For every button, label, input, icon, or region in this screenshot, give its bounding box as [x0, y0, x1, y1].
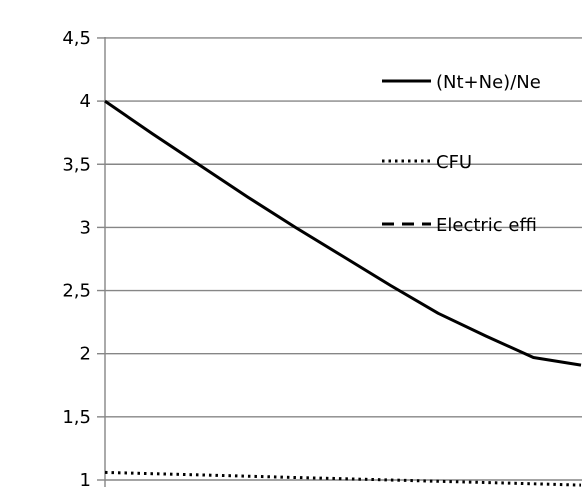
y-tick-label: 2,5	[62, 281, 91, 302]
y-tick-label: 3	[80, 217, 91, 238]
legend-label-1: (Nt+Ne)/Ne	[436, 72, 541, 93]
y-tick-label: 2	[80, 344, 91, 365]
axes	[97, 36, 106, 487]
y-tick-label: 1,5	[62, 407, 91, 428]
y-tick-label: 3,5	[62, 154, 91, 175]
legend-label-2: CFU	[436, 152, 472, 173]
series-line-1	[104, 99, 582, 367]
series-lines	[104, 99, 582, 487]
y-tick-label: 4	[80, 91, 91, 112]
gridlines	[105, 37, 582, 481]
y-tick-labels: 1 1,5 2 2,5 3 3,5 4 4,5	[62, 28, 91, 487]
y-tick-label: 4,5	[62, 28, 91, 49]
series-line-2	[104, 470, 582, 487]
y-tick-label: 1	[80, 470, 91, 487]
legend: (Nt+Ne)/Ne CFU Electric effi	[382, 72, 541, 236]
legend-label-3: Electric effi	[436, 215, 537, 236]
